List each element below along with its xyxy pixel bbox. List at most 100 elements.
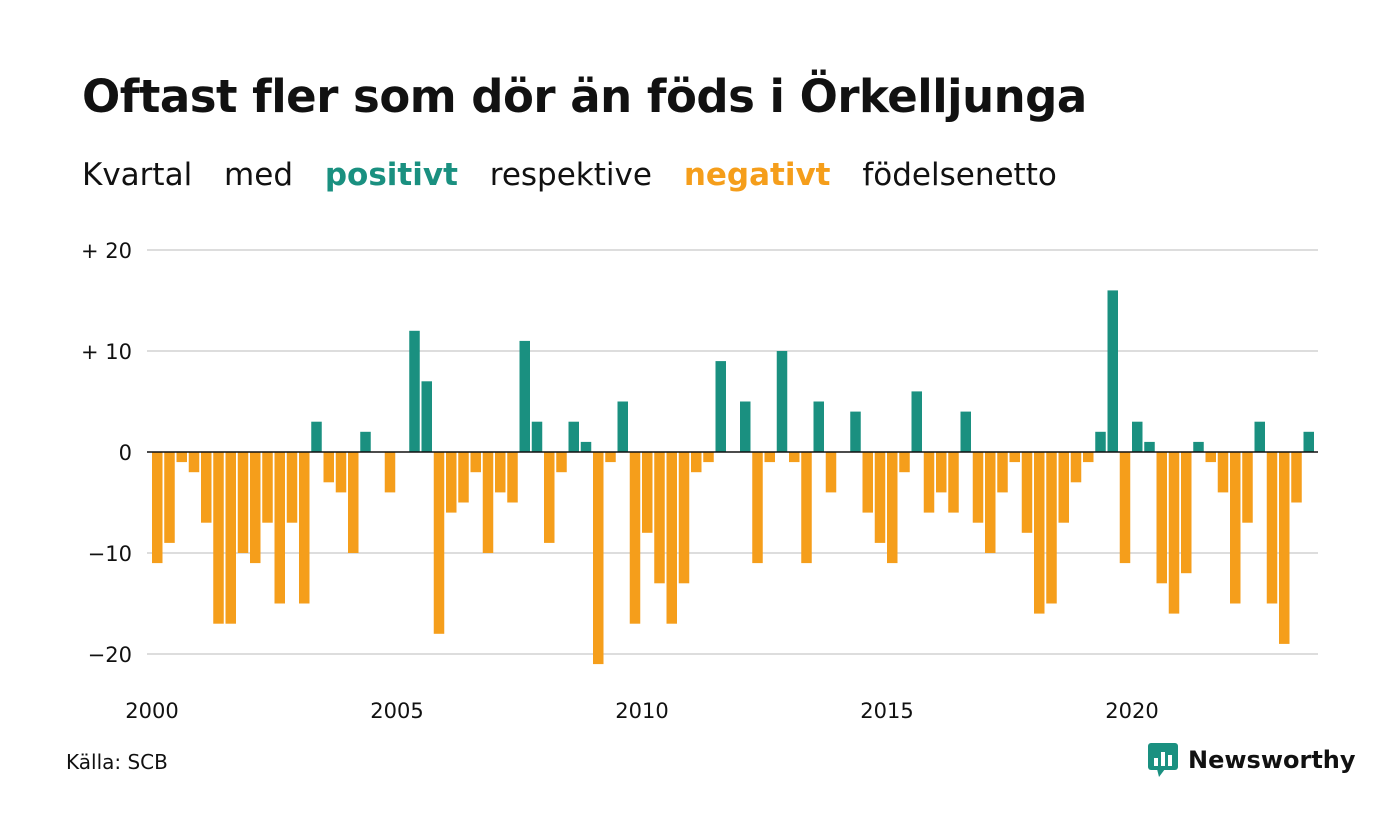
bar xyxy=(948,452,959,513)
bar xyxy=(274,452,285,604)
bar xyxy=(1021,452,1033,533)
x-tick-label: 2010 xyxy=(615,699,668,723)
x-tick-labels: 2000 2005 2010 2015 2020 xyxy=(125,699,1158,723)
bar xyxy=(470,452,481,473)
bars xyxy=(152,290,1314,665)
bar xyxy=(850,411,861,452)
bar xyxy=(250,452,261,564)
bar xyxy=(311,421,322,452)
bar xyxy=(923,452,935,513)
brand-name: Newsworthy xyxy=(1188,746,1356,774)
bar xyxy=(642,452,653,533)
bar xyxy=(678,452,690,584)
subtitle-part-4: födelsenetto xyxy=(862,157,1057,193)
bar xyxy=(715,361,726,452)
bar xyxy=(1266,452,1278,604)
x-tick-label: 2020 xyxy=(1105,699,1158,723)
bar xyxy=(409,330,420,452)
bar xyxy=(764,452,775,463)
bar xyxy=(458,452,469,503)
bar xyxy=(421,381,432,452)
grid-lines xyxy=(147,249,1318,655)
y-tick-labels: + 20 + 10 0 −10 −20 xyxy=(81,239,132,667)
bar xyxy=(1046,452,1057,604)
bar xyxy=(213,452,224,624)
bar xyxy=(1070,452,1082,483)
bar xyxy=(519,340,530,452)
bar xyxy=(1217,452,1229,493)
bar xyxy=(360,431,371,452)
bar xyxy=(1132,421,1143,452)
bar xyxy=(323,452,334,483)
brand-logo: Newsworthy xyxy=(1148,743,1356,777)
bar xyxy=(813,401,824,452)
subtitle-part-2: med xyxy=(224,157,293,193)
bar xyxy=(531,421,543,452)
x-tick-label: 2000 xyxy=(125,699,178,723)
bar xyxy=(201,452,212,523)
bar xyxy=(825,452,837,493)
bar xyxy=(972,452,984,523)
bar xyxy=(1254,421,1265,452)
x-tick-label: 2015 xyxy=(860,699,913,723)
bar xyxy=(482,452,494,553)
bar xyxy=(188,452,200,473)
bar xyxy=(862,452,873,513)
bar xyxy=(605,452,616,463)
bar xyxy=(495,452,506,493)
bar xyxy=(1156,452,1167,584)
bar xyxy=(225,452,236,624)
bar xyxy=(176,452,187,463)
bar xyxy=(654,452,665,584)
bar xyxy=(985,452,996,553)
y-tick-label: + 20 xyxy=(81,239,132,263)
bar xyxy=(887,452,898,564)
bar xyxy=(1107,290,1118,452)
bar xyxy=(1009,452,1020,463)
bar xyxy=(262,452,273,523)
bar xyxy=(1291,452,1302,503)
bar xyxy=(568,421,579,452)
bar xyxy=(1303,431,1314,452)
subtitle-part-1: Kvartal xyxy=(82,157,193,193)
bar xyxy=(556,452,567,473)
bar xyxy=(164,452,175,543)
bar xyxy=(1230,452,1241,604)
bar xyxy=(740,401,751,452)
bar xyxy=(593,452,604,665)
bar xyxy=(776,351,788,452)
bar xyxy=(1083,452,1094,463)
bar xyxy=(1181,452,1192,574)
bar xyxy=(936,452,947,493)
bar xyxy=(789,452,800,463)
chart-subtitle: Kvartal med positivt respektive negativt… xyxy=(82,157,1079,193)
bar xyxy=(1144,441,1155,452)
bar xyxy=(237,452,249,553)
y-tick-label: −10 xyxy=(88,542,132,566)
bar xyxy=(384,452,396,493)
bar xyxy=(580,441,592,452)
bar xyxy=(801,452,812,564)
bar xyxy=(1242,452,1253,523)
bar xyxy=(507,452,518,503)
y-tick-label: 0 xyxy=(119,441,132,465)
bar xyxy=(1205,452,1216,463)
bar xyxy=(691,452,702,473)
bar xyxy=(335,452,347,493)
bar xyxy=(997,452,1008,493)
bar xyxy=(703,452,714,463)
bar xyxy=(874,452,886,543)
bar xyxy=(1095,431,1106,452)
bar xyxy=(1058,452,1069,523)
bar xyxy=(752,452,763,564)
bar xyxy=(446,452,457,513)
bar xyxy=(1119,452,1131,564)
newsworthy-logo-icon xyxy=(1148,743,1178,777)
bar xyxy=(152,452,163,564)
bar xyxy=(544,452,555,543)
y-tick-label: −20 xyxy=(88,643,132,667)
chart-title: Oftast fler som dör än föds i Örkelljung… xyxy=(82,70,1087,123)
bar xyxy=(899,452,910,473)
bar xyxy=(666,452,677,624)
